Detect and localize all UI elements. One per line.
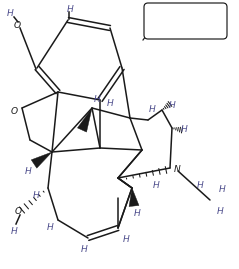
- Text: H: H: [153, 182, 159, 190]
- Text: H: H: [169, 101, 175, 111]
- Text: H: H: [134, 210, 140, 218]
- Text: H: H: [94, 95, 100, 104]
- Text: H: H: [219, 186, 225, 194]
- Text: H: H: [217, 207, 223, 217]
- Text: H: H: [11, 228, 17, 236]
- Text: H: H: [25, 168, 31, 176]
- Text: N: N: [174, 165, 180, 175]
- FancyBboxPatch shape: [144, 3, 227, 39]
- Text: H: H: [123, 235, 129, 245]
- Text: H: H: [107, 100, 113, 108]
- Polygon shape: [77, 108, 92, 132]
- Text: H: H: [47, 224, 53, 232]
- Text: H: H: [197, 182, 203, 190]
- Text: O: O: [14, 207, 22, 217]
- Text: H: H: [149, 105, 155, 115]
- Text: H: H: [67, 5, 73, 15]
- Polygon shape: [31, 152, 52, 168]
- Polygon shape: [129, 188, 139, 207]
- Text: H: H: [33, 192, 39, 200]
- Text: H: H: [181, 126, 187, 134]
- Text: Abs: Abs: [175, 16, 195, 26]
- Text: H: H: [7, 9, 13, 19]
- Text: H: H: [81, 246, 87, 254]
- Text: O: O: [11, 108, 17, 116]
- Text: O: O: [13, 22, 21, 30]
